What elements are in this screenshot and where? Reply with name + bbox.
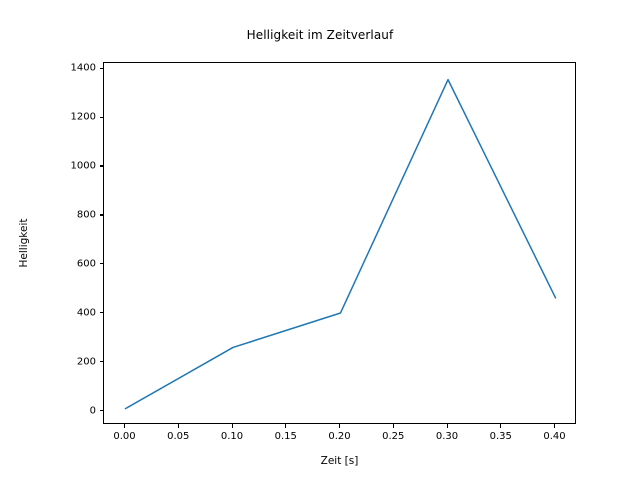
y-tick-label: 0 — [89, 405, 96, 417]
y-tick-label: 1000 — [70, 160, 96, 172]
x-tick-label: 0.25 — [382, 431, 405, 442]
x-tick-mark — [339, 424, 341, 428]
y-tick-mark — [99, 67, 103, 69]
x-tick-mark — [446, 424, 448, 428]
x-tick-mark — [231, 424, 233, 428]
x-tick-label: 0.05 — [167, 431, 190, 442]
x-tick-label: 0.00 — [113, 431, 136, 442]
x-tick-mark — [177, 424, 179, 428]
x-axis-label: Zeit [s] — [320, 455, 359, 467]
x-tick-label: 0.35 — [489, 431, 512, 442]
y-tick-label: 200 — [76, 356, 96, 368]
y-tick-label: 800 — [76, 209, 96, 221]
y-tick-mark — [99, 116, 103, 118]
chart-title: Helligkeit im Zeitverlauf — [246, 28, 394, 42]
x-tick-label: 0.15 — [274, 431, 297, 442]
y-tick-mark — [99, 214, 103, 216]
x-tick-mark — [500, 424, 502, 428]
line-series-canvas — [124, 78, 557, 410]
x-tick-mark — [392, 424, 394, 428]
y-tick-label: 600 — [76, 258, 96, 270]
x-tick-label: 0.40 — [543, 431, 566, 442]
x-tick-mark — [554, 424, 556, 428]
x-tick-mark — [124, 424, 126, 428]
y-tick-mark — [99, 361, 103, 363]
y-tick-mark — [99, 312, 103, 314]
y-tick-label: 400 — [76, 307, 96, 319]
y-tick-label: 1400 — [70, 62, 96, 74]
x-tick-label: 0.20 — [328, 431, 351, 442]
y-tick-label: 1200 — [70, 111, 96, 123]
plot-area — [103, 62, 576, 424]
x-tick-label: 0.10 — [220, 431, 244, 442]
line-series-helligkeit — [124, 78, 557, 410]
y-tick-mark — [99, 263, 103, 265]
y-axis-label-text: Helligkeit — [18, 218, 30, 268]
x-tick-mark — [285, 424, 287, 428]
y-tick-mark — [99, 410, 103, 412]
y-tick-mark — [99, 165, 103, 167]
x-tick-label: 0.30 — [435, 431, 459, 442]
